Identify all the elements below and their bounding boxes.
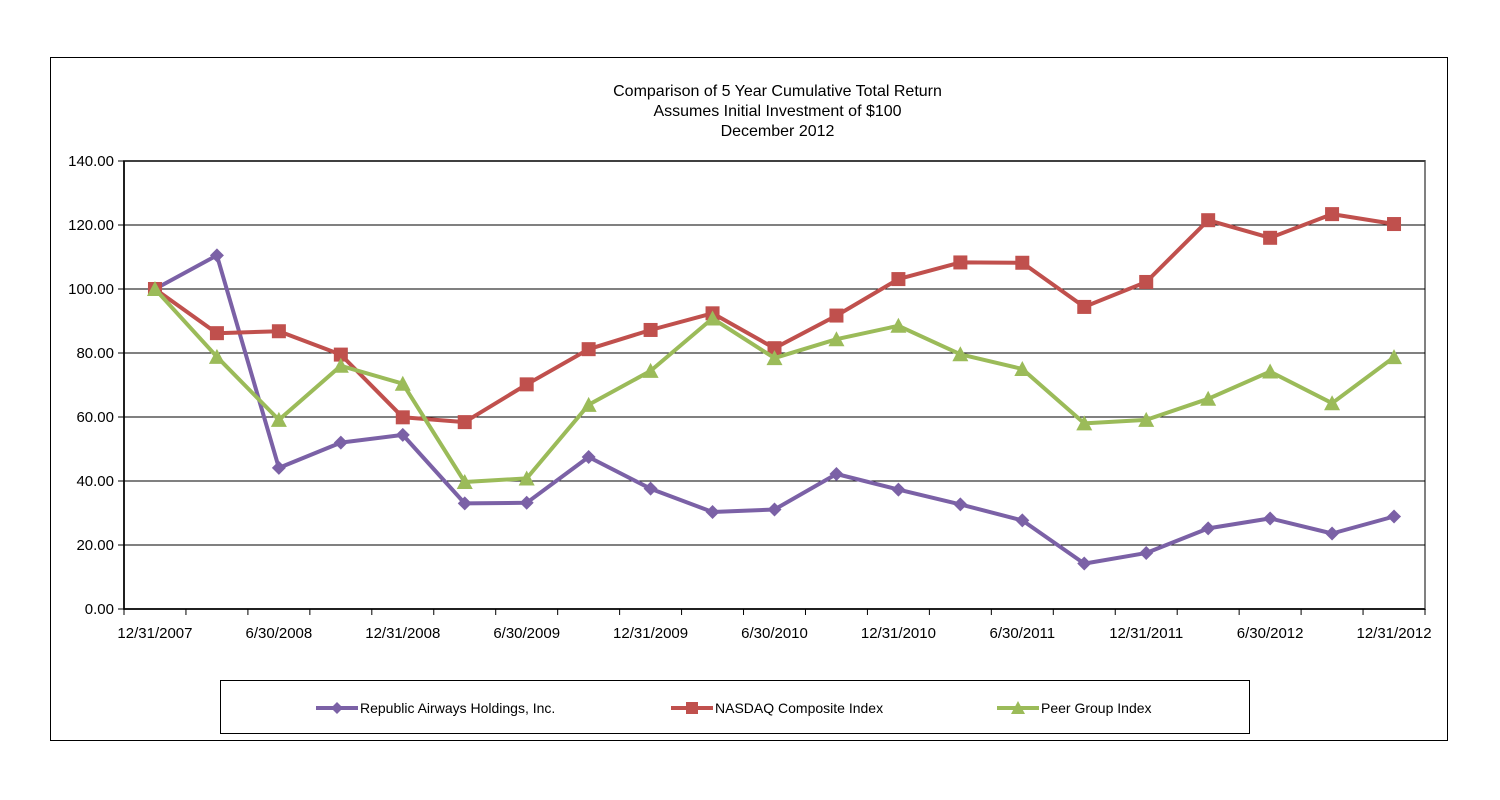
data-point-diamond — [643, 481, 658, 496]
x-tick-label: 6/30/2009 — [493, 625, 560, 642]
data-point-diamond — [395, 427, 410, 442]
data-point-square — [1263, 230, 1278, 245]
data-point-diamond — [1387, 509, 1402, 524]
data-point-diamond — [209, 248, 224, 263]
legend: Republic Airways Holdings, Inc. NASDAQ C… — [220, 680, 1250, 734]
data-point-triangle — [456, 473, 473, 489]
data-point-triangle — [1138, 411, 1155, 427]
legend-label: NASDAQ Composite Index — [715, 700, 884, 716]
legend-item-peer: Peer Group Index — [997, 699, 1152, 717]
data-point-square — [333, 347, 348, 362]
data-point-square — [519, 377, 534, 392]
data-point-diamond — [333, 435, 348, 450]
data-point-triangle — [766, 350, 783, 366]
data-point-square — [457, 415, 472, 430]
data-point-diamond — [1015, 513, 1030, 528]
data-point-triangle — [890, 317, 907, 333]
data-point-triangle — [518, 470, 535, 486]
chart-subtitle-1: Assumes Initial Investment of $100 — [653, 103, 902, 120]
data-point-triangle — [1014, 361, 1031, 376]
data-point-square — [643, 322, 658, 337]
data-point-diamond — [1263, 511, 1278, 526]
data-point-diamond — [953, 497, 968, 512]
data-point-square — [1077, 299, 1092, 314]
data-point-diamond — [705, 505, 720, 520]
data-point-triangle — [828, 331, 845, 347]
data-point-triangle — [1200, 390, 1217, 406]
data-point-triangle — [642, 362, 659, 378]
chart-title: Comparison of 5 Year Cumulative Total Re… — [613, 83, 942, 100]
data-point-triangle — [580, 396, 597, 412]
chart-title-block: Comparison of 5 Year Cumulative Total Re… — [0, 82, 1500, 142]
chart-subtitle-2: December 2012 — [720, 123, 835, 140]
x-tick-label: 6/30/2010 — [741, 625, 808, 642]
data-point-square — [767, 341, 782, 356]
data-point-triangle — [704, 310, 721, 326]
y-tick-label: 60.00 — [76, 409, 114, 426]
data-point-square — [1325, 207, 1340, 222]
y-tick-label: 140.00 — [68, 153, 114, 170]
data-point-square — [1201, 213, 1216, 228]
data-point-diamond — [1077, 556, 1092, 571]
data-point-diamond — [519, 495, 534, 510]
data-point-diamond — [1201, 521, 1216, 536]
data-point-diamond — [767, 502, 782, 517]
legend-marker-triangle-icon — [997, 701, 1039, 714]
data-point-diamond — [457, 496, 472, 511]
data-point-diamond — [1325, 526, 1340, 541]
data-point-square — [1015, 255, 1030, 270]
x-tick-label: 12/31/2009 — [613, 625, 688, 642]
legend-label: Republic Airways Holdings, Inc. — [360, 700, 556, 716]
x-tick-label: 12/31/2012 — [1356, 625, 1431, 642]
data-point-square — [829, 308, 844, 323]
legend-marker-diamond-icon — [316, 702, 358, 714]
x-tick-label: 12/31/2010 — [861, 625, 936, 642]
series-line-3 — [153, 287, 1396, 484]
data-point-square — [891, 272, 906, 287]
data-point-square — [1139, 274, 1154, 289]
data-point-diamond — [1139, 546, 1154, 560]
y-tick-label: 20.00 — [76, 537, 114, 554]
y-tick-label: 80.00 — [76, 345, 114, 362]
data-point-diamond — [829, 466, 844, 481]
data-point-square — [395, 410, 410, 425]
data-point-triangle — [332, 357, 349, 373]
data-point-triangle — [1324, 395, 1341, 411]
data-point-square — [271, 324, 286, 339]
data-point-triangle — [1262, 363, 1279, 379]
legend-label: Peer Group Index — [1041, 700, 1152, 716]
data-point-diamond — [581, 450, 596, 464]
data-point-diamond — [891, 482, 906, 497]
x-tick-label: 6/30/2011 — [989, 625, 1055, 642]
x-tick-label: 12/31/2008 — [365, 625, 440, 642]
data-point-triangle — [1076, 415, 1093, 431]
data-point-diamond — [271, 460, 286, 475]
data-point-square — [1387, 217, 1402, 232]
data-point-triangle — [1386, 349, 1403, 365]
data-point-triangle — [952, 346, 969, 362]
x-tick-label: 6/30/2012 — [1237, 625, 1304, 642]
y-tick-label: 0.00 — [85, 601, 114, 618]
x-tick-label: 12/31/2007 — [117, 625, 192, 642]
data-point-triangle — [270, 411, 287, 427]
data-point-square — [953, 255, 968, 270]
data-point-triangle — [208, 348, 225, 364]
series-line-1 — [154, 253, 1395, 566]
data-point-triangle — [394, 375, 411, 391]
data-point-square — [581, 342, 596, 357]
x-tick-label: 12/31/2011 — [1109, 625, 1183, 642]
data-point-square — [209, 326, 224, 341]
chart-frame — [50, 57, 1448, 741]
data-point-triangle — [146, 281, 163, 296]
y-tick-label: 100.00 — [68, 281, 114, 298]
x-tick-label: 6/30/2008 — [246, 625, 313, 642]
legend-item-republic: Republic Airways Holdings, Inc. — [316, 699, 555, 717]
y-tick-label: 40.00 — [76, 473, 114, 490]
y-tick-label: 120.00 — [68, 217, 114, 234]
legend-item-nasdaq: NASDAQ Composite Index — [671, 699, 883, 717]
legend-marker-square-icon — [671, 702, 713, 714]
